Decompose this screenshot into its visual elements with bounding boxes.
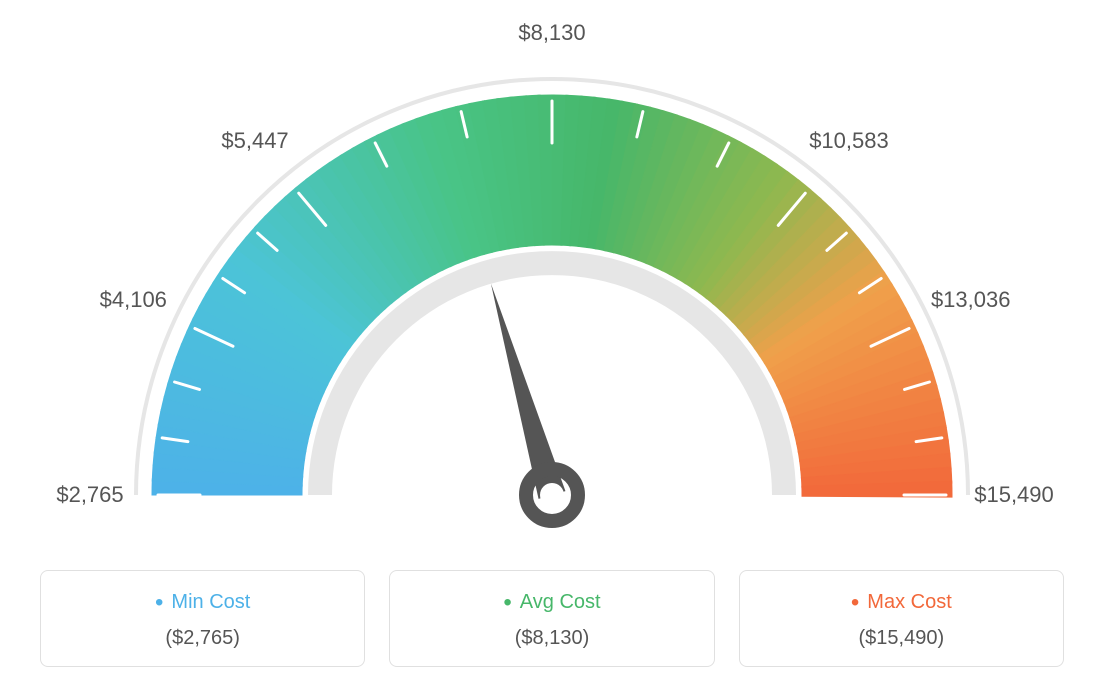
gauge-tick-label: $15,490 — [974, 482, 1054, 508]
summary-title-avg: Avg Cost — [400, 589, 703, 617]
summary-value-avg: ($8,130) — [400, 627, 703, 650]
gauge-svg — [20, 20, 1084, 550]
summary-card-min: Min Cost ($2,765) — [40, 570, 365, 667]
gauge-tick-label: $8,130 — [518, 20, 585, 46]
summary-row: Min Cost ($2,765) Avg Cost ($8,130) Max … — [20, 570, 1084, 667]
gauge-tick-label: $4,106 — [100, 287, 167, 313]
cost-gauge: $2,765 $4,106 $5,447 $8,130 $10,583 $13,036 $1… — [20, 20, 1084, 550]
summary-card-avg: Avg Cost ($8,130) — [389, 570, 714, 667]
summary-card-max: Max Cost ($15,490) — [739, 570, 1064, 667]
gauge-tick-label: $13,036 — [931, 287, 1011, 313]
summary-title-min: Min Cost — [51, 589, 354, 617]
gauge-tick-label: $10,583 — [809, 128, 889, 154]
summary-value-max: ($15,490) — [750, 627, 1053, 650]
gauge-tick-label: $2,765 — [56, 482, 123, 508]
summary-title-max: Max Cost — [750, 589, 1053, 617]
gauge-tick-label: $5,447 — [221, 128, 288, 154]
summary-value-min: ($2,765) — [51, 627, 354, 650]
